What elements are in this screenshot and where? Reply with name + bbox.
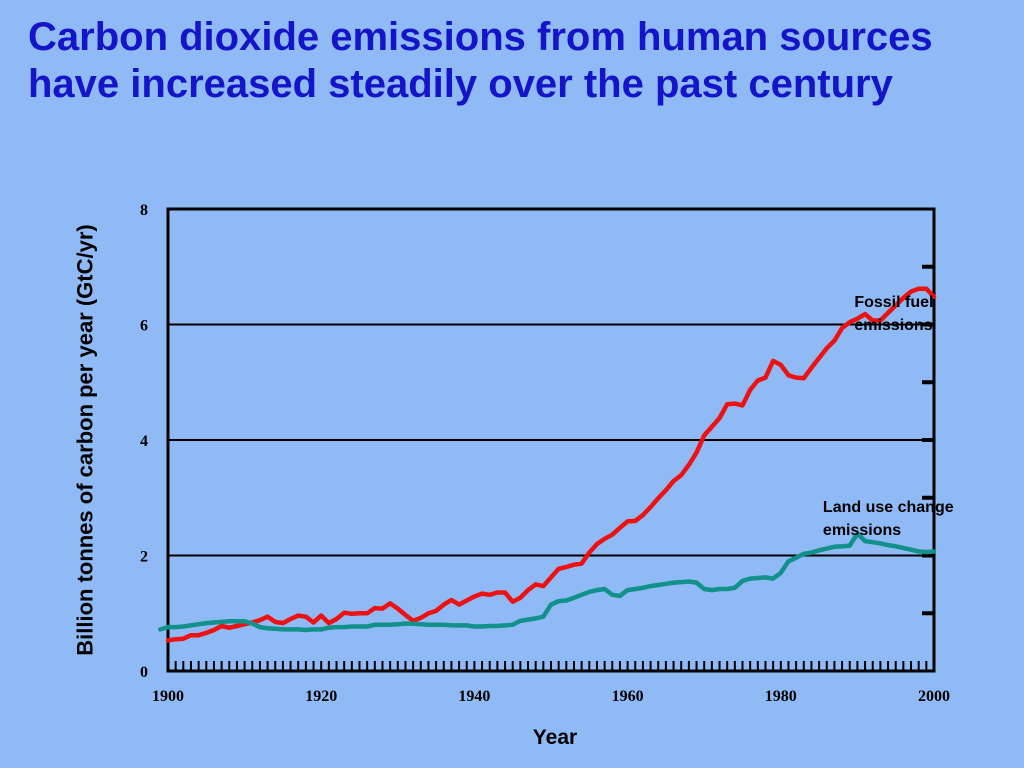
x-tick-label-2000: 2000 bbox=[918, 688, 950, 705]
series-line-land-use bbox=[158, 531, 937, 633]
x-tick-label-1900: 1900 bbox=[152, 688, 184, 705]
y-tick-label-2: 2 bbox=[140, 549, 148, 566]
slide-title: Carbon dioxide emissions from human sour… bbox=[28, 15, 933, 106]
series-annotation-0: Fossil fuel emissions bbox=[854, 294, 933, 334]
x-tick-label-1960: 1960 bbox=[612, 688, 644, 705]
series-line-fossil-fuel bbox=[165, 286, 937, 643]
x-tick-label-1980: 1980 bbox=[765, 688, 797, 705]
y-tick-label-6: 6 bbox=[140, 318, 148, 335]
x-axis-label: Year bbox=[532, 726, 578, 749]
y-tick-label-0: 0 bbox=[140, 664, 148, 681]
x-tick-label-1920: 1920 bbox=[305, 688, 337, 705]
y-tick-label-4: 4 bbox=[140, 433, 148, 450]
series-annotation-1: Land use change emissions bbox=[823, 499, 954, 539]
x-tick-label-1940: 1940 bbox=[458, 688, 490, 705]
y-tick-label-8: 8 bbox=[140, 202, 148, 219]
